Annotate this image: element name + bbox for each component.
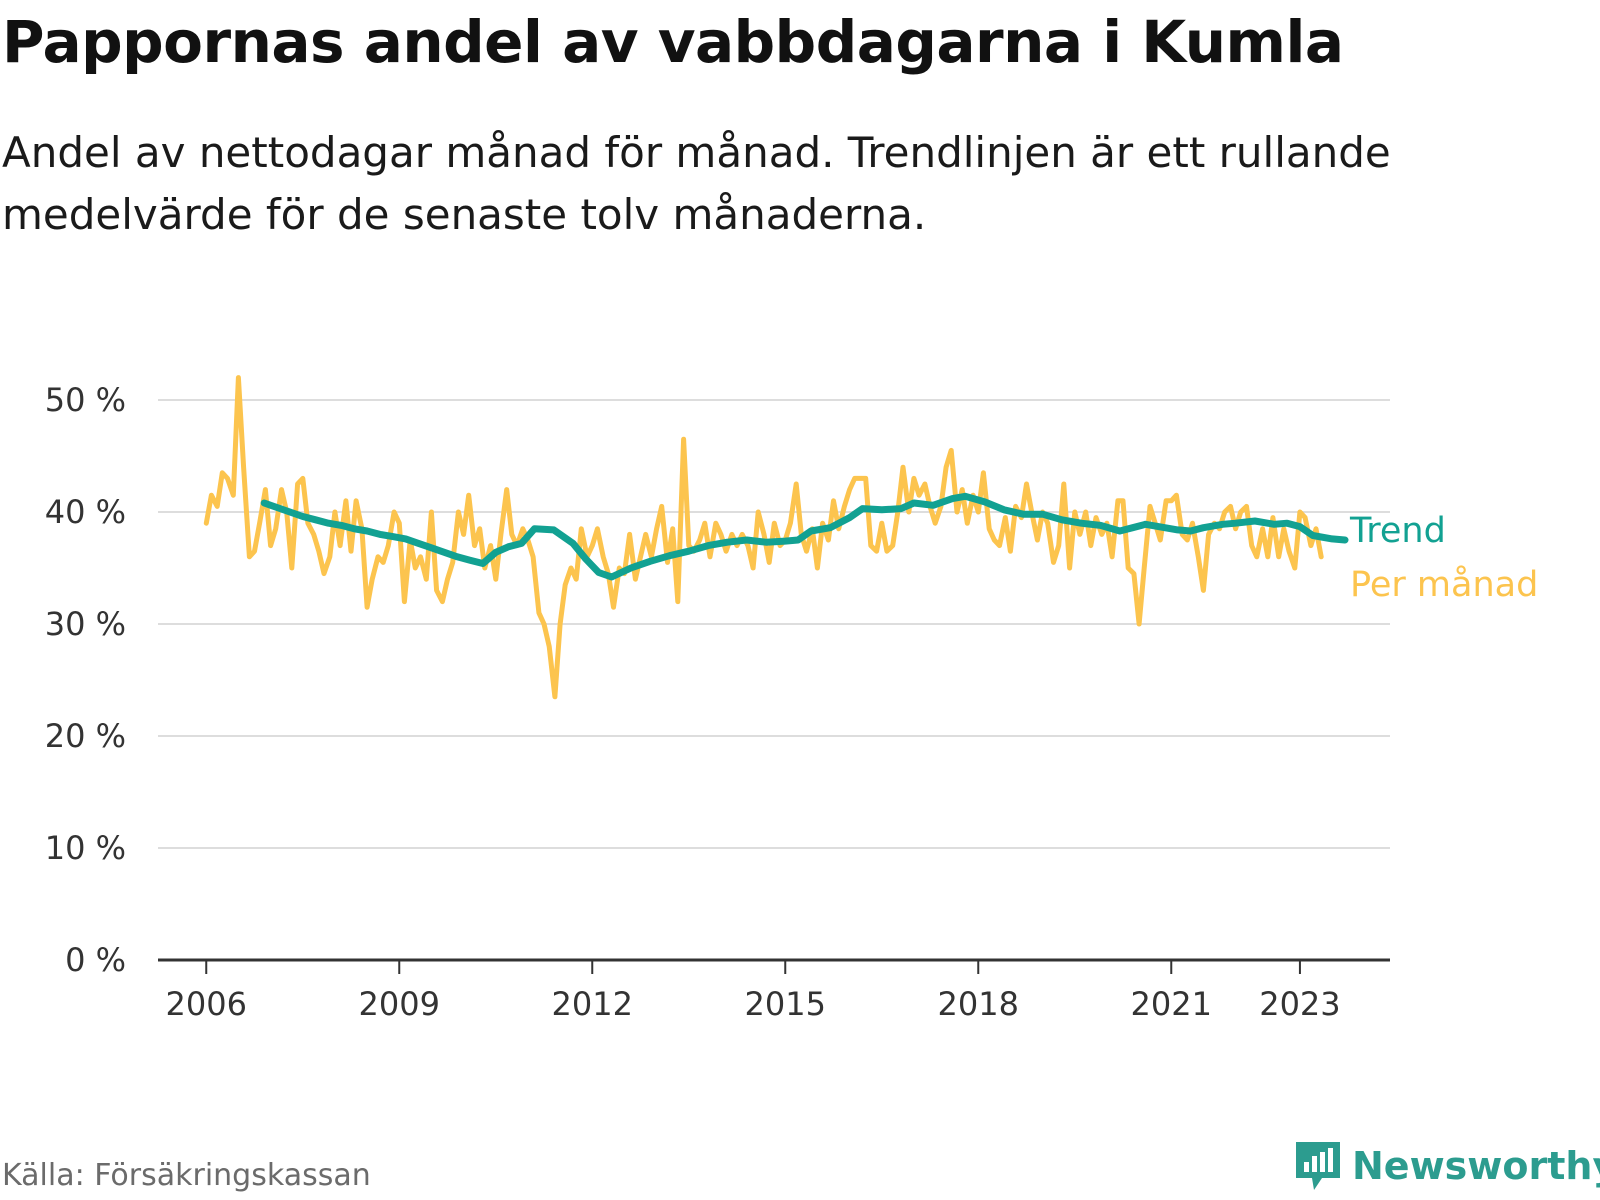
y-tick-label: 20 % [45, 717, 126, 755]
y-tick-label: 50 % [45, 381, 126, 419]
source-note: Källa: Försäkringskassan [2, 1158, 371, 1193]
x-tick-label: 2023 [1259, 985, 1340, 1023]
y-tick-label: 30 % [45, 605, 126, 643]
chart-subtitle: Andel av nettodagar månad för månad. Tre… [2, 128, 1391, 239]
series-lines [203, 375, 1349, 700]
y-tick-label: 10 % [45, 829, 126, 867]
x-tick-label: 2006 [166, 985, 247, 1023]
x-tick-label: 2015 [745, 985, 826, 1023]
x-tick-label: 2012 [552, 985, 633, 1023]
newsworthy-logo-icon [1296, 1142, 1340, 1190]
monthly-label: Per månad [1350, 564, 1538, 605]
brand-logo: Newsworthy [1292, 1138, 1600, 1194]
x-axis: 2006 2009 2012 2015 2018 2021 2023 [158, 958, 1390, 1023]
trend-label: Trend [1349, 511, 1446, 551]
x-tick-label: 2009 [359, 985, 440, 1023]
y-axis: 0 % 10 % 20 % 30 % 40 % 50 % [45, 381, 126, 979]
monthly-line [203, 375, 1324, 700]
chart-title: Pappornas andel av vabbdagarna i Kumla [2, 8, 1344, 76]
brand-name: Newsworthy [1352, 1144, 1600, 1188]
y-tick-label: 40 % [45, 493, 126, 531]
x-tick-label: 2018 [938, 985, 1019, 1023]
y-tick-label: 0 % [65, 941, 126, 979]
line-chart: 0 % 10 % 20 % 30 % 40 % 50 % 2006 2009 2012 2015… [45, 375, 1538, 1023]
series-labels: Trend Per månad [1349, 511, 1538, 605]
grid-lines [158, 399, 1390, 849]
x-tick-label: 2021 [1131, 985, 1212, 1023]
trend-line [260, 492, 1349, 581]
